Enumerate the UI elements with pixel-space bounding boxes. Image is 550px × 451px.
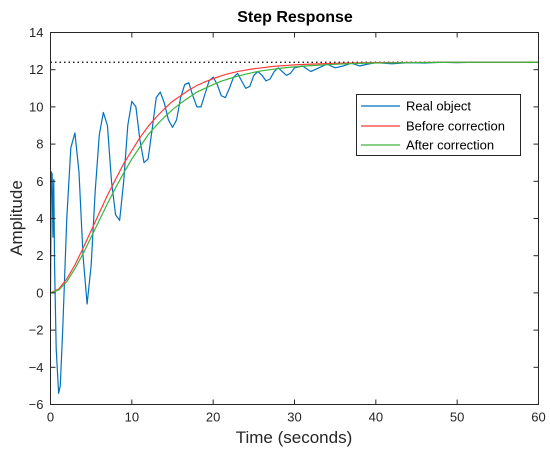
y-axis-label: Amplitude bbox=[7, 180, 26, 256]
x-tick-label: 0 bbox=[47, 410, 54, 425]
axis-ticks: 0 10 20 30 40 50 60 −6 −4 −2 0 2 4 6 8 10 12 14 bbox=[29, 25, 546, 425]
chart-title: Step Response bbox=[237, 9, 353, 26]
series-line-after-correction bbox=[50, 61, 539, 294]
legend-label-before-correction: Before correction bbox=[406, 119, 505, 134]
y-tick-label: −4 bbox=[29, 360, 44, 375]
legend-label-after-correction: After correction bbox=[406, 138, 494, 153]
y-tick-label: −2 bbox=[29, 323, 44, 338]
y-tick-label: −6 bbox=[29, 397, 44, 412]
legend: Real object Before correction After corr… bbox=[356, 94, 521, 156]
series-line-real-object bbox=[50, 61, 539, 394]
x-tick-label: 40 bbox=[369, 410, 383, 425]
y-tick-label: 4 bbox=[36, 211, 43, 226]
y-tick-label: 12 bbox=[29, 62, 43, 77]
legend-label-real-object: Real object bbox=[406, 99, 471, 114]
plot-content bbox=[50, 61, 539, 394]
x-tick-label: 30 bbox=[287, 410, 301, 425]
y-tick-label: 14 bbox=[29, 25, 43, 40]
x-tick-label: 50 bbox=[450, 410, 464, 425]
y-tick-label: 2 bbox=[36, 248, 43, 263]
x-tick-label: 20 bbox=[206, 410, 220, 425]
x-axis-label: Time (seconds) bbox=[236, 428, 353, 447]
y-tick-label: 6 bbox=[36, 174, 43, 189]
series-line-before-correction bbox=[50, 61, 539, 294]
y-tick-label: 0 bbox=[36, 285, 43, 300]
x-tick-label: 10 bbox=[125, 410, 139, 425]
x-tick-label: 60 bbox=[531, 410, 545, 425]
y-tick-label: 10 bbox=[29, 99, 43, 114]
y-tick-label: 8 bbox=[36, 137, 43, 152]
